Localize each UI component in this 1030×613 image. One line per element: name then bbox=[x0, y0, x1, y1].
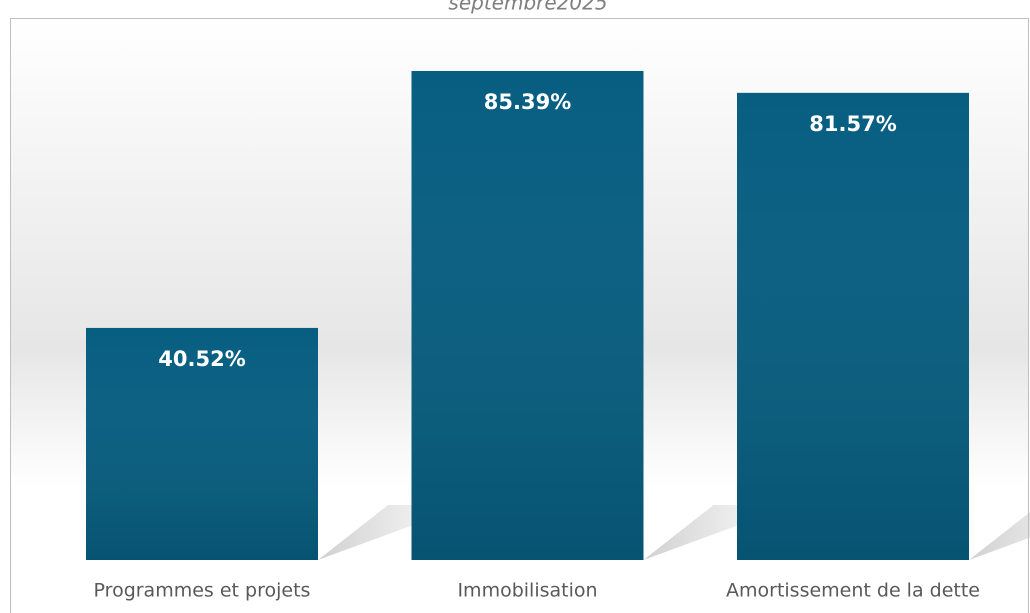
bar-shadow bbox=[969, 512, 1030, 560]
x-tick-label: Programmes et projets bbox=[94, 580, 311, 602]
x-tick-label: Immobilisation bbox=[457, 580, 597, 602]
data-label: 81.57% bbox=[809, 112, 896, 136]
chart-title: septembre2025 bbox=[448, 0, 607, 15]
bar-shade bbox=[411, 70, 644, 561]
bar-shade bbox=[86, 327, 318, 560]
data-label: 85.39% bbox=[484, 90, 571, 114]
bar-shade bbox=[737, 92, 969, 561]
x-tick-label: Amortissement de la dette bbox=[726, 580, 980, 602]
data-label: 40.52% bbox=[158, 347, 245, 371]
